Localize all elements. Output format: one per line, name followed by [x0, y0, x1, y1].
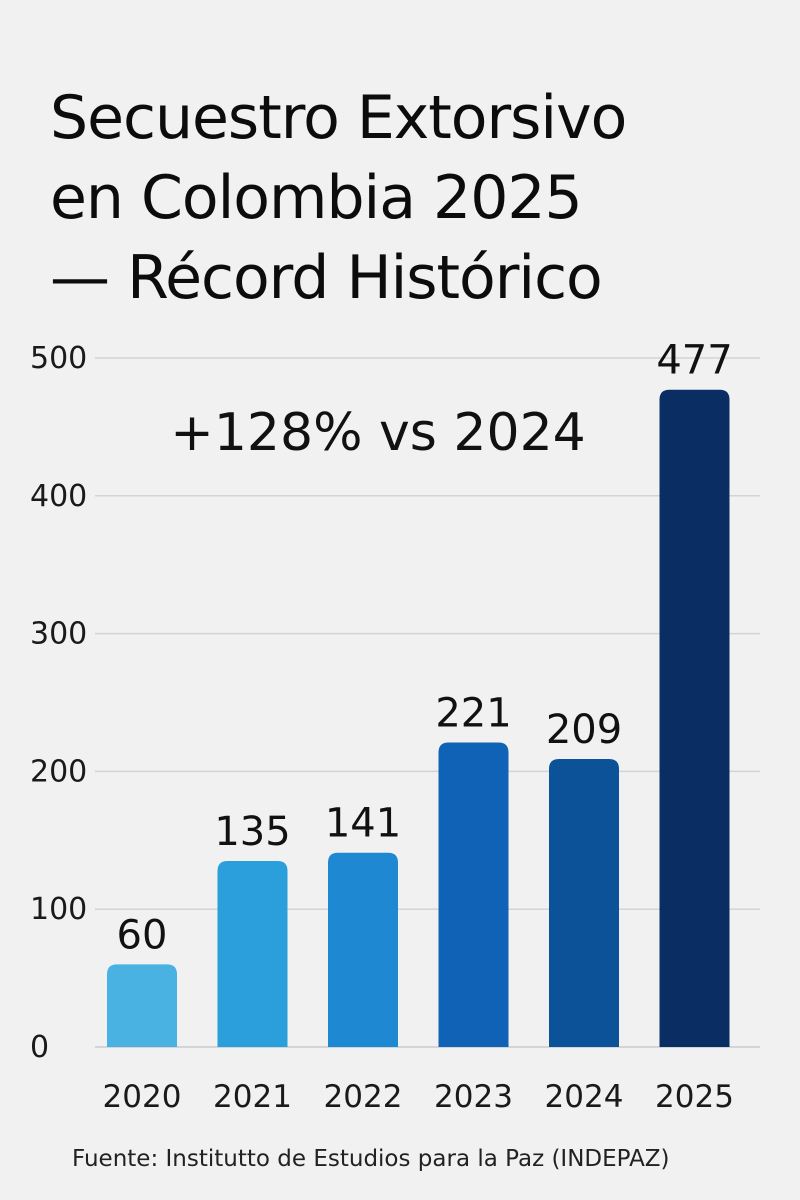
gridlines [95, 357, 760, 1048]
x-tick-label-2020: 2020 [103, 1079, 182, 1115]
y-tick-label: 300 [30, 617, 87, 652]
y-tick-label: 200 [30, 754, 87, 789]
x-tick-label-2025: 2025 [655, 1079, 734, 1115]
data-label-2025: 477 [656, 338, 732, 384]
x-tick-label-2023: 2023 [434, 1079, 513, 1115]
y-tick-label: 500 [30, 341, 87, 376]
bar-2021 [217, 860, 288, 1047]
bar-2025 [659, 389, 730, 1048]
data-label-2022: 141 [325, 801, 401, 847]
data-label-2021: 135 [214, 809, 290, 855]
y-tick-label: 100 [30, 892, 87, 927]
chart-title-line-3: — Récord Histórico [50, 243, 603, 313]
bar-2023 [438, 742, 509, 1047]
chart-title-line-1: Secuestro Extorsivo [50, 83, 627, 153]
x-tick-label-2021: 2021 [213, 1079, 292, 1115]
x-axis: 2020 2021 2022 2023 2024 2025 [103, 1079, 734, 1115]
source-note: Fuente: Institutto de Estudios para la P… [72, 1146, 670, 1172]
y-tick-label: 400 [30, 479, 87, 514]
x-tick-label-2024: 2024 [545, 1079, 624, 1115]
y-tick-label: 0 [30, 1030, 49, 1065]
data-label-2023: 221 [435, 690, 511, 736]
bar-2022 [328, 852, 398, 1047]
chart-title-line-2: en Colombia 2025 [50, 163, 583, 233]
y-axis: 0 100 200 300 400 500 [30, 341, 87, 1065]
growth-annotation: +128% vs 2024 [170, 403, 586, 463]
bar-2020 [107, 964, 177, 1047]
x-tick-label-2022: 2022 [324, 1079, 403, 1115]
data-label-2020: 60 [117, 912, 168, 958]
bars [107, 389, 730, 1048]
chart-title: Secuestro Extorsivo en Colombia 2025 — R… [50, 78, 770, 318]
bar-2024 [549, 758, 619, 1047]
data-labels: 60 135 141 221 209 477 [117, 338, 733, 959]
data-label-2024: 209 [546, 707, 622, 753]
